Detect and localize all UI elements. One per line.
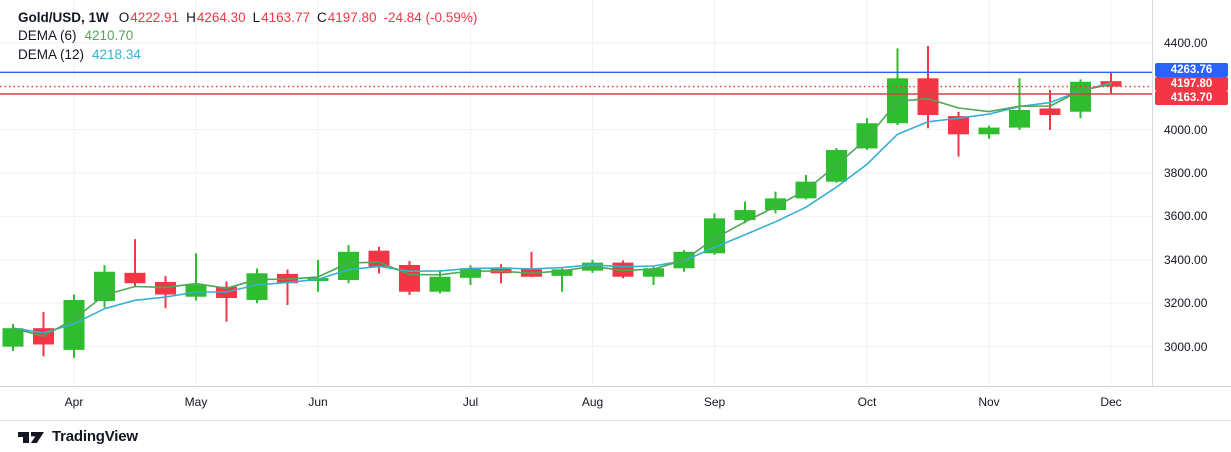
candle-body-down[interactable] [917, 78, 939, 115]
dema6-label: DEMA (6) [18, 28, 77, 44]
candle-body-down[interactable] [155, 281, 176, 295]
time-axis-label-dec: Dec [1100, 395, 1122, 409]
candle-body-up[interactable] [734, 210, 756, 221]
price-axis-label: 3200.00 [1164, 296, 1208, 311]
legend-dema12-row: DEMA (12) 4218.34 [18, 45, 477, 64]
price-pane: Gold/USD, 1W O4222.91 H4264.30 L4163.77 C41… [0, 0, 1152, 386]
legend: Gold/USD, 1W O4222.91 H4264.30 L4163.77 C41… [18, 8, 477, 64]
price-badge-4263.76: 4263.76 [1155, 63, 1228, 78]
candle-body-down[interactable] [124, 272, 146, 284]
candle-body-up[interactable] [643, 268, 664, 277]
candle-body-up[interactable] [2, 328, 24, 347]
tradingview-wordmark[interactable]: TradingView [52, 428, 138, 445]
ohlc-values: O4222.91 H4264.30 L4163.77 C4197.80 [119, 10, 384, 25]
price-axis-label: 3800.00 [1164, 165, 1208, 180]
ohlc-token-h: H4264.30 [186, 9, 246, 25]
price-badge-4163.70: 4163.70 [1155, 91, 1228, 106]
change-value: -24.84 (-0.59%) [383, 9, 478, 25]
candle-body-up[interactable] [765, 198, 786, 211]
candle-body-up[interactable] [94, 271, 115, 302]
price-axis[interactable]: 4400.00 4000.00 3800.00 3600.00 3400.00 3200.… [1152, 0, 1231, 420]
tradingview-logo-icon[interactable] [17, 428, 45, 446]
candle-body-down[interactable] [1039, 108, 1061, 115]
candle-body-down[interactable] [948, 116, 969, 135]
legend-dema6-row: DEMA (6) 4210.70 [18, 27, 477, 46]
candle-body-up[interactable] [185, 284, 207, 297]
candle-body-down[interactable] [490, 267, 512, 274]
ohlc-token-c: C4197.80 [316, 9, 377, 25]
legend-symbol-row: Gold/USD, 1W O4222.91 H4264.30 L4163.77 C41… [18, 8, 477, 27]
price-axis-label: 3600.00 [1164, 209, 1208, 224]
price-badge-4197.80: 4197.80 [1155, 76, 1228, 91]
footer: TradingView [0, 420, 1231, 452]
candle-body-up[interactable] [460, 268, 481, 278]
time-axis-label-nov: Nov [978, 395, 1000, 409]
dema12-label: DEMA (12) [18, 46, 85, 62]
symbol-title: Gold/USD, 1W [18, 9, 109, 25]
candle-body-up[interactable] [63, 299, 85, 350]
candle-body-up[interactable] [1009, 110, 1030, 128]
candle-body-up[interactable] [978, 127, 1000, 135]
time-axis-label-jun: Jun [308, 395, 328, 409]
time-axis-label-sep: Sep [703, 395, 726, 409]
price-axis-label: 4000.00 [1164, 122, 1208, 137]
price-axis-label: 3400.00 [1164, 252, 1208, 267]
candle-body-up[interactable] [551, 269, 573, 276]
ohlc-token-l: L4163.77 [252, 9, 310, 25]
price-chart-canvas[interactable] [0, 0, 1152, 386]
time-axis[interactable]: Apr May Jun Jul Aug Sep Oct Nov Dec [0, 386, 1231, 420]
candle-body-up[interactable] [429, 276, 451, 292]
time-axis-label-apr: Apr [64, 395, 84, 409]
time-axis-label-may: May [184, 395, 208, 409]
time-axis-label-jul: Jul [462, 395, 479, 409]
ohlc-token-o: O4222.91 [118, 9, 180, 25]
dema-6-line [12, 83, 1112, 338]
price-axis-label: 4400.00 [1164, 35, 1208, 50]
price-axis-label: 3000.00 [1164, 339, 1208, 354]
candle-body-down[interactable] [399, 265, 420, 292]
dema12-value: 4218.34 [92, 46, 141, 62]
dema-12-line [12, 82, 1112, 334]
time-axis-label-oct: Oct [857, 395, 877, 409]
time-axis-label-aug: Aug [581, 395, 604, 409]
candle-body-up[interactable] [338, 251, 359, 280]
dema6-value: 4210.70 [84, 28, 134, 44]
